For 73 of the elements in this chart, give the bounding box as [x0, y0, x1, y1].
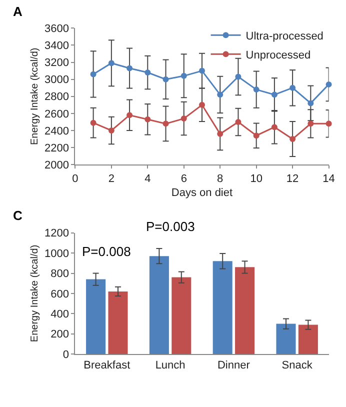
point [126, 65, 133, 72]
y-tick-label: 3000 [44, 74, 69, 86]
x-tick-label: 10 [250, 172, 262, 185]
point [180, 116, 187, 122]
point [144, 116, 151, 122]
point [290, 84, 296, 91]
point [326, 120, 332, 127]
legend-label: Ultra-processed [246, 30, 324, 42]
point [108, 60, 114, 66]
y-tick-label: 0 [62, 348, 69, 361]
annotation: P=0.008 [82, 244, 131, 259]
annotation: P=0.003 [146, 219, 195, 234]
point [308, 120, 314, 127]
point [108, 127, 114, 134]
point [180, 72, 187, 79]
point [144, 70, 151, 76]
point [235, 118, 242, 125]
bar [149, 256, 169, 354]
point [253, 86, 260, 93]
point [199, 102, 205, 108]
y-tick-label: 2400 [44, 125, 69, 138]
bar [235, 267, 255, 354]
bar [86, 279, 106, 354]
y-tick-label: 1000 [44, 248, 69, 260]
point [126, 112, 133, 118]
x-tick-label: Breakfast [84, 359, 130, 372]
x-tick-label: Lunch [155, 359, 186, 372]
point [162, 76, 169, 82]
bar [172, 277, 192, 354]
point [253, 132, 260, 139]
point [90, 71, 96, 78]
chart-title: C [13, 208, 23, 223]
y-tick-label: 400 [50, 308, 69, 321]
point [271, 124, 278, 130]
point [217, 92, 224, 98]
point [308, 100, 314, 106]
x-tick-label: Snack [282, 359, 313, 372]
x-tick-label: 8 [217, 172, 224, 185]
point [271, 92, 278, 98]
x-tick-label: Dinner [217, 359, 250, 372]
y-tick-label: 600 [50, 288, 69, 300]
y-tick-label: 2000 [44, 159, 69, 172]
x-tick-label: 12 [286, 172, 299, 185]
bar [298, 324, 318, 354]
x-tick-label: 4 [144, 172, 151, 185]
chart-title: A [13, 4, 23, 19]
x-tick-label: 6 [180, 172, 187, 185]
y-tick-label: 3600 [44, 23, 69, 36]
point [199, 68, 205, 74]
bar [276, 324, 296, 354]
x-axis-title: Days on diet [171, 187, 233, 199]
y-tick-label: 3400 [44, 40, 69, 52]
x-tick-label: 14 [322, 172, 335, 185]
point [90, 120, 96, 126]
y-axis-title: Energy Intake (kcal/d) [30, 48, 41, 146]
point [235, 74, 242, 80]
y-tick-label: 2800 [44, 91, 69, 104]
x-tick-label: 0 [72, 172, 78, 185]
y-tick-label: 1200 [44, 228, 69, 240]
y-tick-label: 200 [50, 328, 69, 341]
y-tick-label: 800 [50, 268, 69, 280]
bar [212, 261, 232, 354]
y-tick-label: 2600 [44, 108, 69, 120]
legend-label: Unprocessed [246, 49, 311, 62]
point [290, 136, 296, 142]
y-tick-label: 2200 [44, 142, 69, 154]
point [162, 120, 169, 127]
bar [108, 291, 128, 354]
point [217, 130, 224, 137]
y-axis-title: Energy Intake (kcal/d) [30, 244, 41, 342]
point [326, 81, 332, 88]
x-tick-label: 2 [108, 172, 114, 185]
y-tick-label: 3200 [44, 57, 69, 70]
